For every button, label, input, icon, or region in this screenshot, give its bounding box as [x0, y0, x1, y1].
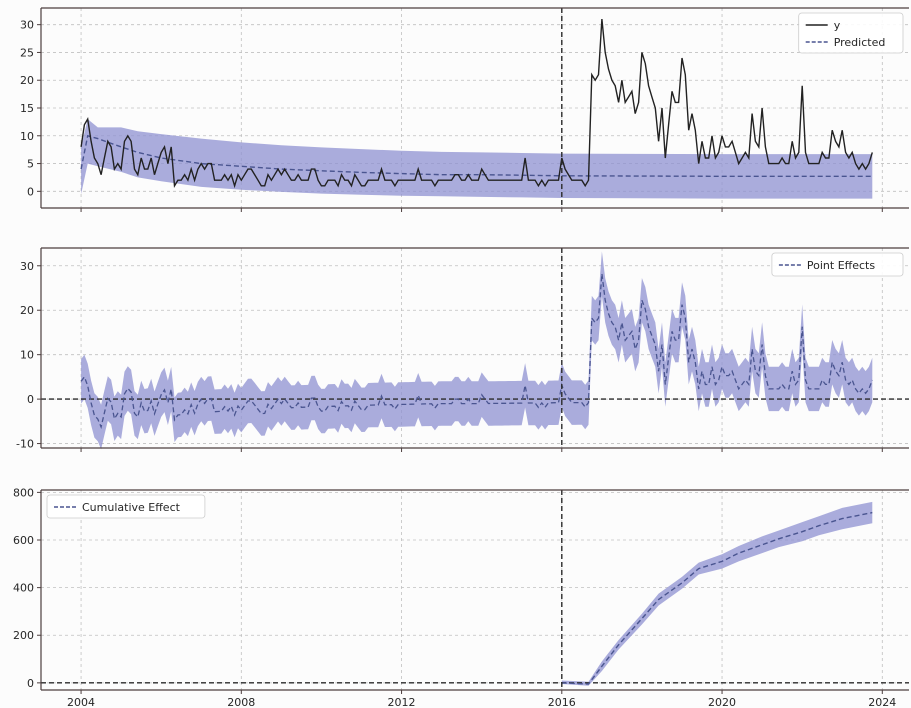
y-tick-label: 800: [13, 486, 34, 499]
point-effects-line: [80, 273, 873, 430]
legend: y Predicted: [798, 12, 904, 54]
legend-label: Point Effects: [807, 259, 875, 272]
y-tick-label: 10: [20, 349, 34, 362]
y-tick-label: 30: [20, 260, 34, 273]
y-tick-label: 10: [20, 130, 34, 143]
y-tick-label: 5: [27, 158, 34, 171]
y-tick-label: -10: [16, 438, 34, 451]
x-tick-label: 2012: [388, 696, 416, 708]
y-tick-label: 200: [13, 629, 34, 642]
x-tick-label: 2016: [548, 696, 576, 708]
x-tick-label: 2004: [67, 696, 95, 708]
legend-box: [46, 494, 206, 519]
y-tick-label: 20: [20, 304, 34, 317]
y-tick-label: 20: [20, 74, 34, 87]
cumulative-effect-line: [561, 511, 873, 685]
y-tick-label: 15: [20, 102, 34, 115]
confidence-band: [561, 501, 873, 686]
cumulative-panel: 0 200 400 600 800 2004 2008 2012 2016 2020 2024 Cum…: [13, 486, 909, 708]
predicted-line: [80, 134, 873, 177]
legend-label: Cumulative Effect: [82, 501, 181, 514]
confidence-band: [81, 251, 873, 450]
y-tick-label: 0: [27, 185, 34, 198]
y-tick-label: 25: [20, 46, 34, 59]
y-tick-label: 0: [27, 393, 34, 406]
legend-box: [771, 252, 904, 277]
pointwise-panel: -10 0 10 20 30 Point Effects: [16, 247, 909, 452]
confidence-band: [81, 119, 873, 199]
legend-label: y: [834, 19, 841, 32]
legend-label: Predicted: [834, 36, 886, 49]
legend: Point Effects: [771, 252, 904, 277]
y-tick-label: 0: [27, 677, 34, 690]
x-tick-label: 2024: [868, 696, 896, 708]
legend-box: [798, 12, 904, 54]
x-tick-label: 2020: [708, 696, 736, 708]
legend: Cumulative Effect: [46, 494, 206, 519]
original-panel: 0 5 10 15 20 25 30 y Predicted: [20, 7, 909, 212]
observed-line: [80, 19, 873, 189]
y-tick-label: 400: [13, 582, 34, 595]
y-tick-label: 30: [20, 19, 34, 32]
x-tick-label: 2008: [227, 696, 255, 708]
y-tick-label: 600: [13, 534, 34, 547]
